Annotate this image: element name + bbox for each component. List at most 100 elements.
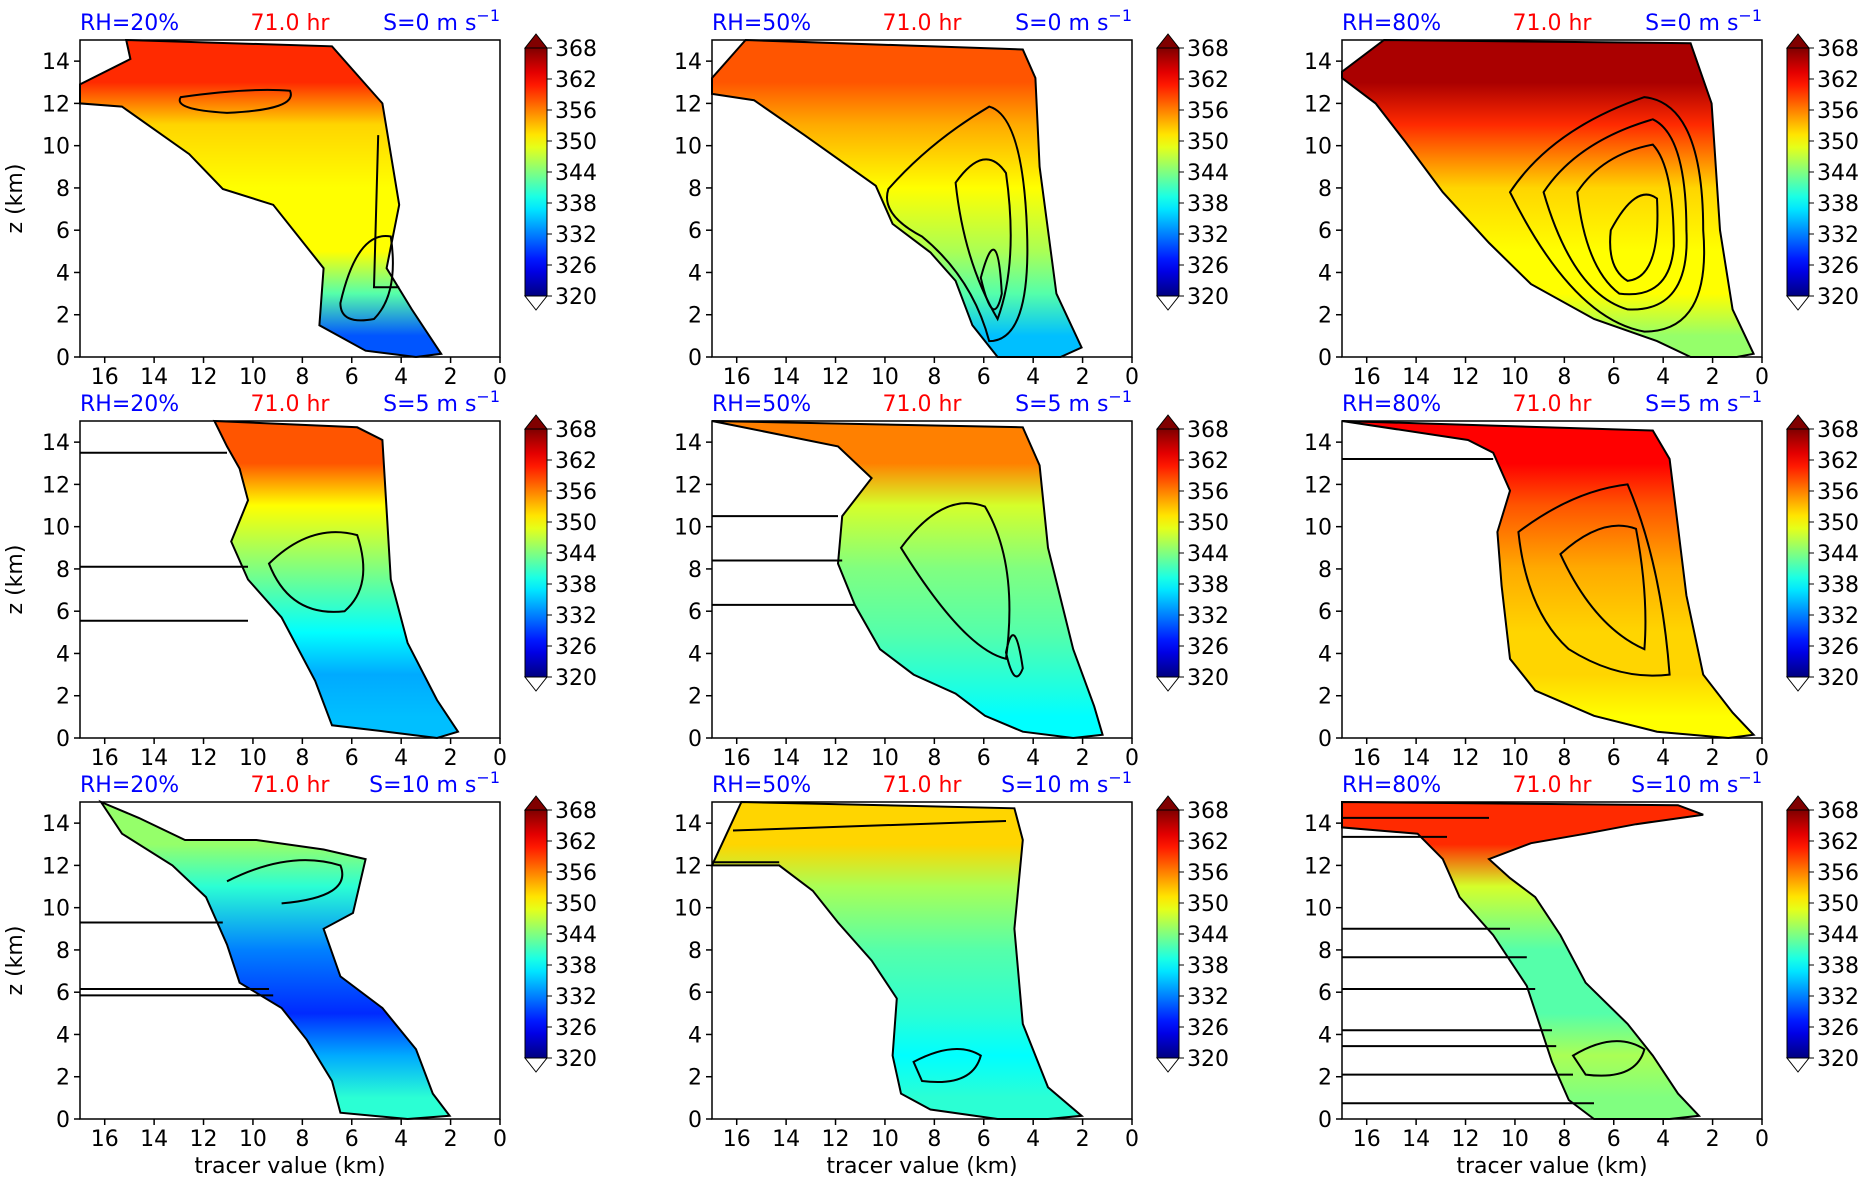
panel-2-2: 16 14 12 10 8 6 4 2 0 14 12 10 8 6 4 2 0 tracer value (km… [1304, 768, 1859, 1179]
x-tick-label: 14 [772, 746, 800, 771]
y-tick-label: 12 [674, 92, 702, 117]
shear-title: S=5 m s−1 [383, 387, 500, 417]
colorbar-tick-label: 332 [1817, 604, 1859, 629]
contour-line [979, 248, 1003, 311]
y-tick-label: 2 [56, 1066, 70, 1091]
rh-title: RH=80% [1342, 773, 1441, 798]
colorbar-extend-min [1785, 1057, 1811, 1073]
y-tick-label: 10 [42, 516, 70, 541]
axes-frame [79, 801, 501, 1120]
y-tick-label: 4 [1318, 261, 1332, 286]
colorbar-extend-max [1155, 795, 1181, 811]
x-axis-label: tracer value (km) [194, 1154, 385, 1179]
colorbar-tick-label: 350 [555, 130, 597, 155]
y-tick-label: 10 [42, 897, 70, 922]
x-tick-label: 4 [1026, 1127, 1040, 1152]
x-axis-label: tracer value (km) [826, 1154, 1017, 1179]
y-tick-label: 6 [688, 600, 702, 625]
time-title: 71.0 hr [251, 11, 331, 36]
x-tick-label: 12 [190, 365, 218, 390]
colorbar-tick-label: 320 [1817, 285, 1859, 310]
y-tick-label: 10 [1304, 516, 1332, 541]
y-tick-label: 14 [1304, 50, 1332, 75]
x-tick-label: 6 [977, 365, 991, 390]
y-tick-label: 10 [1304, 897, 1332, 922]
colorbar-tick-label: 362 [1817, 68, 1859, 93]
y-tick-label: 10 [674, 897, 702, 922]
y-tick-label: 12 [674, 854, 702, 879]
y-axis-label: z (km) [3, 926, 28, 996]
panel-0-0: 16 14 12 10 8 6 4 2 0 14 12 10 8 6 4 2 0 z (km) RH=20% 71.0… [3, 6, 597, 390]
x-tick-label: 10 [239, 746, 267, 771]
x-tick-label: 16 [723, 1127, 751, 1152]
colorbar: 368 362 356 350 344 338 332 326 320 [1785, 33, 1859, 311]
time-title: 71.0 hr [883, 392, 963, 417]
rh-title: RH=20% [80, 11, 179, 36]
colorbar-tick-label: 356 [555, 861, 597, 886]
y-tick-label: 0 [1318, 1108, 1332, 1133]
x-tick-label: 12 [822, 1127, 850, 1152]
colorbar-extend-min [1785, 676, 1811, 692]
y-tick-label: 12 [1304, 473, 1332, 498]
contour-line [732, 820, 1007, 832]
axes-frame [1341, 801, 1763, 1120]
y-tick-label: 6 [1318, 219, 1332, 244]
x-tick-label: 0 [493, 746, 507, 771]
colorbar-tick-label: 368 [1817, 418, 1859, 443]
contour-line [1542, 118, 1688, 311]
colorbar-tick-label: 362 [1817, 830, 1859, 855]
colorbar-tick-label: 338 [1187, 573, 1229, 598]
x-tick-label: 6 [977, 746, 991, 771]
x-tick-label: 10 [871, 746, 899, 771]
axes-frame [711, 39, 1133, 358]
colorbar-tick-label: 320 [555, 666, 597, 691]
shear-title: S=0 m s−1 [383, 6, 500, 36]
colorbar-tick-label: 356 [1817, 99, 1859, 124]
x-tick-label: 2 [444, 365, 458, 390]
panel-1-0: 16 14 12 10 8 6 4 2 0 14 12 10 8 6 4 2 0 z (km) RH=20% 71.0… [3, 387, 597, 771]
y-tick-label: 0 [1318, 727, 1332, 752]
axes-frame [79, 39, 501, 358]
y-tick-label: 8 [56, 939, 70, 964]
shear-title: S=5 m s−1 [1015, 387, 1132, 417]
colorbar-tick-label: 368 [1187, 37, 1229, 62]
y-axis-label: z (km) [3, 545, 28, 615]
x-tick-label: 0 [1125, 1127, 1139, 1152]
colorbar-tick-label: 356 [1187, 99, 1229, 124]
colorbar-tick-label: 344 [555, 923, 597, 948]
y-tick-label: 2 [688, 685, 702, 710]
colorbar-tick-label: 356 [1187, 861, 1229, 886]
colorbar-tick-label: 362 [1817, 449, 1859, 474]
colorbar-tick-label: 368 [1187, 418, 1229, 443]
contour-line [1571, 1040, 1646, 1077]
colorbar-tick-label: 344 [1187, 923, 1229, 948]
colorbar-tick-label: 344 [1817, 161, 1859, 186]
colorbar-extend-max [523, 795, 549, 811]
field-region [711, 38, 1083, 358]
contour-line [339, 235, 394, 322]
x-tick-label: 16 [723, 746, 751, 771]
y-tick-label: 8 [688, 177, 702, 202]
colorbar-extend-min [523, 676, 549, 692]
x-tick-label: 14 [140, 746, 168, 771]
x-tick-label: 6 [345, 365, 359, 390]
colorbar-tick-label: 320 [1187, 1047, 1229, 1072]
y-tick-label: 14 [1304, 812, 1332, 837]
contour-line [267, 531, 365, 613]
colorbar-tick-label: 368 [555, 418, 597, 443]
x-tick-label: 2 [1706, 365, 1720, 390]
contour-line [1004, 634, 1024, 678]
axes-frame [1341, 39, 1763, 358]
y-tick-label: 14 [674, 431, 702, 456]
colorbar-tick-label: 344 [1817, 542, 1859, 567]
colorbar-tick-label: 344 [1187, 542, 1229, 567]
colorbar-tick-label: 332 [1817, 985, 1859, 1010]
x-tick-label: 14 [772, 365, 800, 390]
shear-title: S=10 m s−1 [369, 768, 500, 798]
contour-line [1576, 143, 1675, 296]
colorbar: 368 362 356 350 344 338 332 326 320 [523, 795, 597, 1073]
colorbar-tick-label: 344 [555, 542, 597, 567]
time-title: 71.0 hr [1513, 11, 1593, 36]
colorbar-tick-label: 362 [555, 68, 597, 93]
